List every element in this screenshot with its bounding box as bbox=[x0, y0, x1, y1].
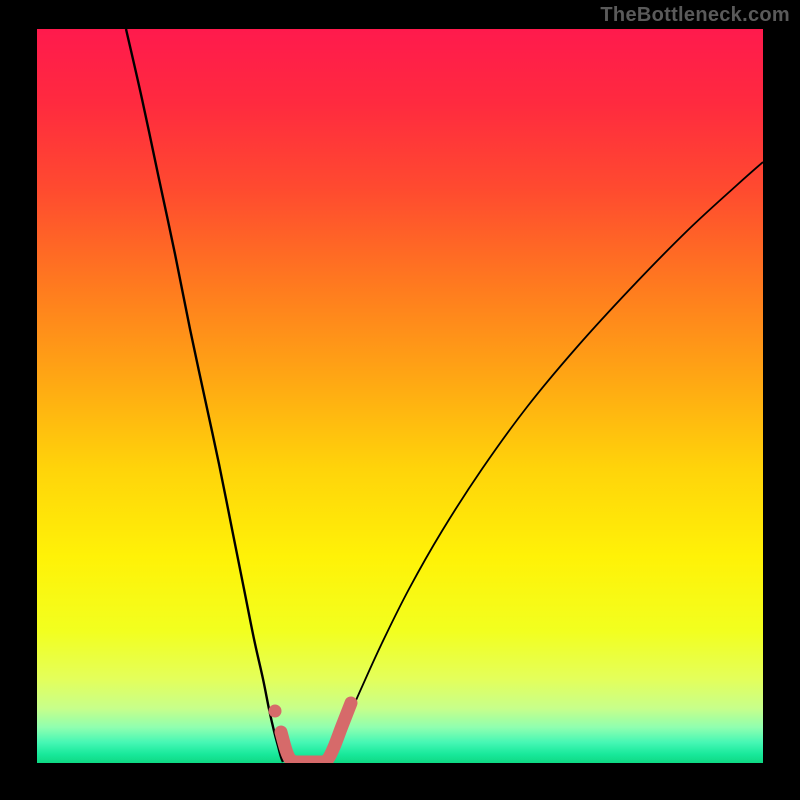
plot-area bbox=[37, 29, 763, 763]
watermark-text: TheBottleneck.com bbox=[600, 4, 790, 27]
chart-container: TheBottleneck.com bbox=[0, 0, 800, 800]
chart-svg bbox=[37, 29, 763, 763]
marker-dot bbox=[269, 705, 282, 718]
gradient-background bbox=[37, 29, 763, 763]
